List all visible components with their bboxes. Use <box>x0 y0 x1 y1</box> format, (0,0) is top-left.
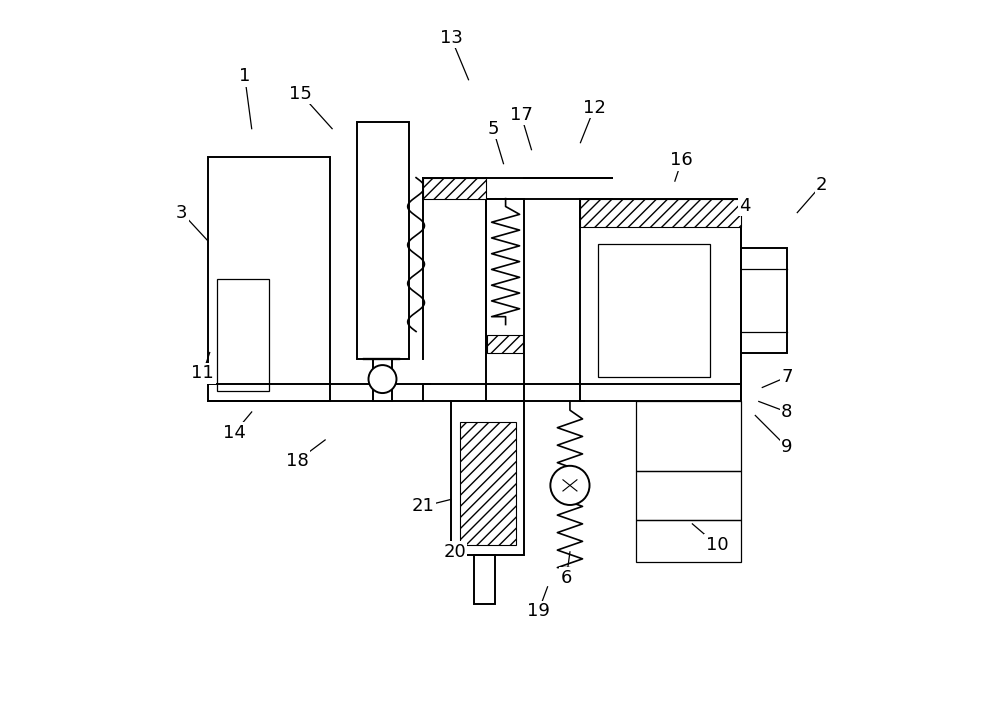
Text: 7: 7 <box>781 368 793 386</box>
Circle shape <box>369 365 396 393</box>
Text: 16: 16 <box>670 151 693 169</box>
Text: 5: 5 <box>487 120 499 137</box>
Text: 14: 14 <box>223 424 246 442</box>
Text: 10: 10 <box>706 536 728 554</box>
Bar <box>486 199 524 401</box>
Bar <box>217 279 269 391</box>
Text: 18: 18 <box>286 452 309 470</box>
Text: 9: 9 <box>781 438 793 456</box>
Bar <box>373 360 392 401</box>
Bar <box>636 472 741 520</box>
Bar <box>474 556 495 604</box>
Text: 1: 1 <box>239 67 250 85</box>
Bar <box>598 244 710 377</box>
Circle shape <box>550 466 590 505</box>
Bar <box>636 401 741 472</box>
Text: 8: 8 <box>781 403 792 421</box>
Bar <box>460 422 516 545</box>
Text: 13: 13 <box>440 29 462 47</box>
Bar <box>580 199 741 226</box>
Text: 4: 4 <box>739 197 751 214</box>
Bar <box>636 520 741 563</box>
Bar <box>423 178 486 199</box>
Bar <box>741 247 787 352</box>
Bar <box>487 335 523 352</box>
Text: 15: 15 <box>289 85 312 103</box>
Text: 17: 17 <box>510 106 532 123</box>
Bar <box>208 157 330 401</box>
Text: 6: 6 <box>561 569 572 587</box>
Text: 3: 3 <box>176 204 188 221</box>
Text: 12: 12 <box>583 99 606 117</box>
Bar <box>357 122 409 360</box>
Text: 20: 20 <box>443 543 466 561</box>
Text: 19: 19 <box>527 602 550 620</box>
Text: 11: 11 <box>191 364 214 383</box>
Bar <box>580 206 741 401</box>
Text: 2: 2 <box>816 176 827 194</box>
Bar <box>451 401 524 556</box>
Text: 21: 21 <box>412 498 434 515</box>
